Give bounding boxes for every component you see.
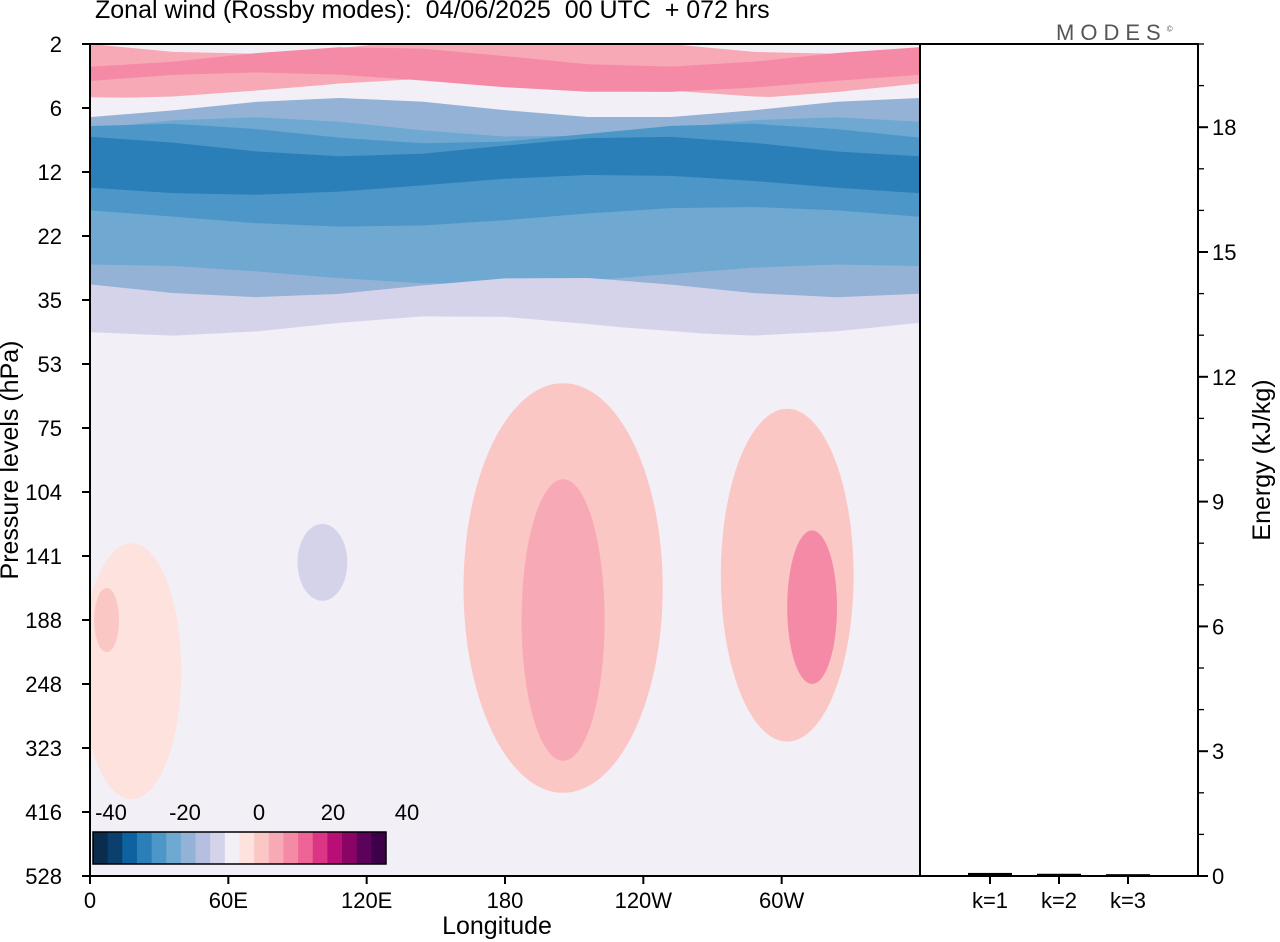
energy-axis-label: Energy (kJ/kg) (1248, 379, 1276, 540)
y-tick-label: 323 (25, 736, 62, 761)
energy-bar (1106, 874, 1150, 877)
x-tick-label: 60E (209, 888, 248, 913)
colorbar-label: 20 (321, 800, 345, 825)
logo-text: MODES (1056, 20, 1167, 45)
colorbar-swatch (254, 832, 270, 864)
y-tick-label: 2 (50, 32, 62, 57)
energy-tick-label: 0 (1212, 864, 1224, 889)
colorbar-swatch (122, 832, 138, 864)
y-tick-label: 188 (25, 608, 62, 633)
contour-blob (521, 479, 605, 761)
colorbar-label: 40 (395, 800, 419, 825)
y-tick-label: 35 (38, 288, 62, 313)
colorbar-swatch (224, 832, 240, 864)
colorbar-label: -40 (95, 800, 127, 825)
contour-blob (90, 543, 182, 800)
energy-tick-label: 9 (1212, 490, 1224, 515)
colorbar-swatch (180, 832, 197, 864)
colorbar-swatch (210, 832, 226, 864)
colorbar-swatch (151, 832, 167, 864)
colorbar-label: -20 (169, 800, 201, 825)
y-tick-label: 75 (38, 416, 62, 441)
colorbar-swatch (371, 832, 387, 864)
energy-tick-label: 18 (1212, 115, 1236, 140)
x-tick-label: 120W (615, 888, 673, 913)
y-tick-label: 6 (50, 96, 62, 121)
x-axis-label: Longitude (442, 912, 552, 940)
energy-panel (919, 43, 1199, 877)
y-tick-label: 53 (38, 352, 62, 377)
y-tick-label: 104 (25, 480, 62, 505)
colorbar-swatch (136, 832, 153, 864)
colorbar-frame (92, 831, 387, 865)
colorbar-swatch (268, 832, 284, 864)
energy-category-label: k=1 (972, 888, 1008, 913)
colorbar-swatch (356, 832, 372, 864)
modes-logo: MODES© (1056, 20, 1173, 46)
colorbar-label: 0 (253, 800, 265, 825)
colorbar-swatch (107, 832, 123, 864)
y-tick-label: 22 (38, 224, 62, 249)
energy-tick-label: 6 (1212, 614, 1224, 639)
colorbar-swatch (283, 832, 299, 864)
y-tick-label: 528 (25, 864, 62, 889)
y-axis-label: Pressure levels (hPa) (0, 341, 24, 580)
colorbar-swatch (327, 832, 343, 864)
energy-tick-label: 3 (1212, 739, 1224, 764)
contour-band (90, 316, 920, 368)
colorbar-swatch (93, 832, 109, 864)
colorbar-swatch (195, 832, 211, 864)
energy-bar (1037, 873, 1081, 876)
contour-field (90, 44, 920, 876)
colorbar-swatch (342, 832, 358, 864)
x-tick-label: 120E (341, 888, 392, 913)
y-tick-label: 248 (25, 672, 62, 697)
contour-blob (297, 524, 348, 601)
y-tick-label: 416 (25, 800, 62, 825)
y-tick-label: 141 (25, 544, 62, 569)
energy-bar (968, 872, 1012, 875)
chart-title: Zonal wind (Rossby modes): 04/06/2025 00… (95, 0, 770, 24)
energy-category-label: k=3 (1110, 888, 1146, 913)
energy-tick-label: 12 (1212, 365, 1236, 390)
contour-band (90, 47, 920, 92)
contour-blob (787, 530, 837, 684)
contour-blob (94, 588, 120, 652)
contour-blob (845, 812, 912, 876)
y-tick-label: 12 (38, 160, 62, 185)
logo-mark: © (1166, 24, 1173, 34)
colorbar-swatch (239, 832, 255, 864)
x-tick-label: 60W (759, 888, 804, 913)
energy-tick-label: 15 (1212, 240, 1236, 265)
x-tick-label: 0 (84, 888, 96, 913)
colorbar-swatch (166, 832, 182, 864)
contour-band (90, 136, 920, 195)
energy-category-label: k=2 (1041, 888, 1077, 913)
colorbar-swatch (298, 832, 314, 864)
x-tick-label: 180 (487, 888, 524, 913)
contour-band (90, 278, 920, 342)
colorbar-swatch (312, 832, 328, 864)
